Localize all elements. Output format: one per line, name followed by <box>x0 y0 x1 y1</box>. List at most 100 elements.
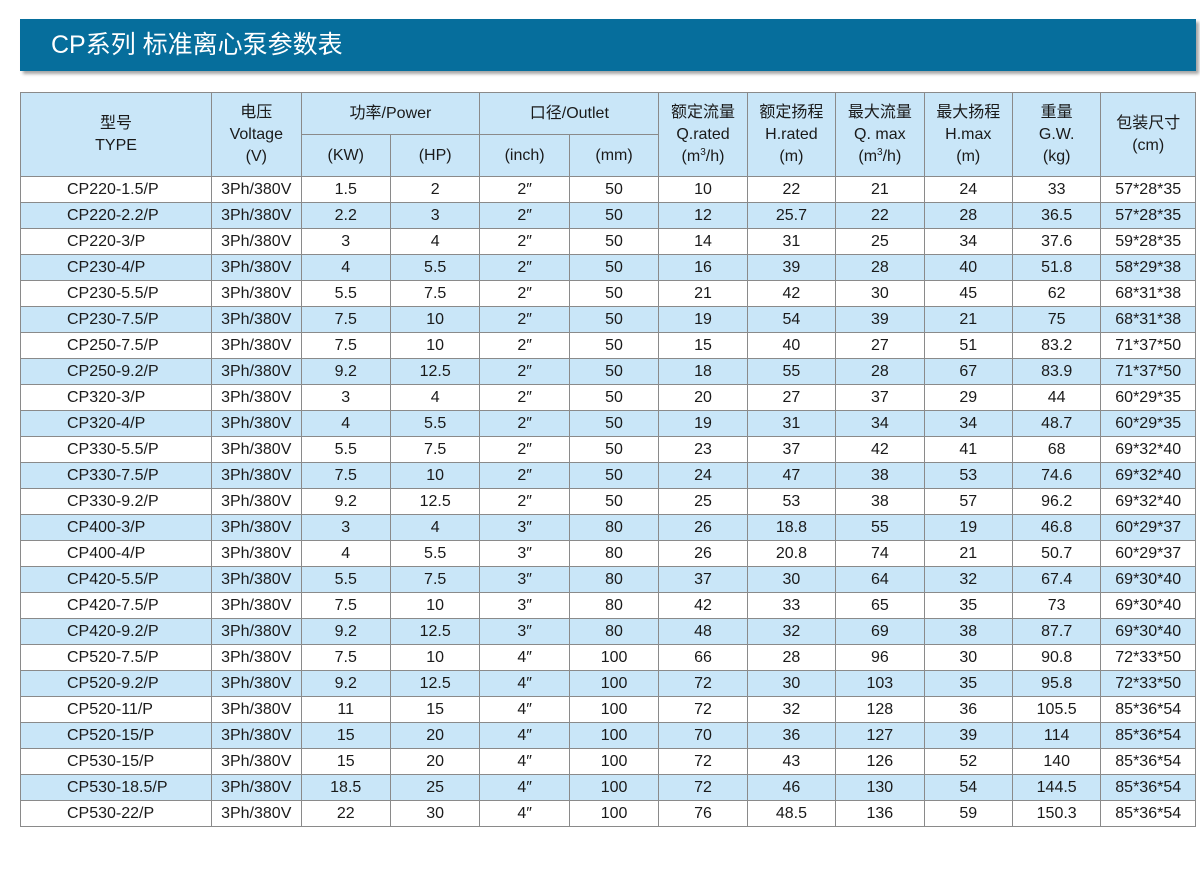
cell-q-rated: 72 <box>658 748 748 775</box>
cell-h-max: 51 <box>923 332 1013 359</box>
cell-q-max: 21 <box>835 176 925 203</box>
col-h-max-label-en: H.max <box>945 125 992 143</box>
cell-voltage: 3Ph/380V <box>211 540 302 567</box>
cell-package: 85*36*54 <box>1100 696 1196 723</box>
table-row: CP530-15/P 3Ph/380V 15 20 4″ 100 72 43 126 52 140 8… <box>19 748 1196 775</box>
col-q-max-unit: (m3/h) <box>858 146 902 165</box>
cell-voltage: 3Ph/380V <box>211 462 302 489</box>
cell-outlet-mm: 100 <box>568 670 660 697</box>
cell-outlet-inch: 4″ <box>479 748 570 775</box>
cell-type: CP420-5.5/P <box>19 566 213 593</box>
cell-power-kw: 15 <box>300 722 391 749</box>
cell-power-hp: 15 <box>389 696 481 723</box>
cell-h-rated: 31 <box>746 410 837 437</box>
cell-h-max: 52 <box>923 748 1013 775</box>
table-row: CP250-7.5/P 3Ph/380V 7.5 10 2″ 50 15 40 27 51 83.2… <box>19 332 1196 359</box>
cell-voltage: 3Ph/380V <box>211 436 302 463</box>
col-package-unit: (cm) <box>1132 136 1165 154</box>
cell-outlet-inch: 2″ <box>479 228 570 255</box>
cell-q-rated: 10 <box>658 176 748 203</box>
cell-q-rated: 26 <box>658 514 748 541</box>
cell-q-max: 22 <box>835 202 925 229</box>
cell-outlet-inch: 4″ <box>479 722 570 749</box>
table-row: CP230-5.5/P 3Ph/380V 5.5 7.5 2″ 50 21 42 30 45 62 6… <box>19 280 1196 307</box>
cell-type: CP330-7.5/P <box>19 462 213 489</box>
cell-package: 68*31*38 <box>1100 306 1196 333</box>
cell-package: 85*36*54 <box>1100 800 1196 827</box>
cell-package: 58*29*38 <box>1100 254 1196 281</box>
table-row: CP420-9.2/P 3Ph/380V 9.2 12.5 3″ 80 48 32 69 38 87… <box>19 618 1196 645</box>
cell-power-kw: 7.5 <box>300 462 391 489</box>
cell-power-kw: 9.2 <box>300 670 391 697</box>
cell-outlet-mm: 50 <box>568 358 660 385</box>
cell-package: 59*28*35 <box>1100 228 1196 255</box>
cell-outlet-mm: 50 <box>568 488 660 515</box>
cell-q-max: 38 <box>835 488 925 515</box>
col-q-rated-label-en: Q.rated <box>676 125 730 143</box>
cell-h-rated: 36 <box>746 722 837 749</box>
cell-package: 69*30*40 <box>1100 618 1196 645</box>
cell-power-kw: 9.2 <box>300 358 391 385</box>
cell-voltage: 3Ph/380V <box>211 176 302 203</box>
col-q-max-label-cn: 最大流量 <box>847 103 912 121</box>
cell-voltage: 3Ph/380V <box>211 332 302 359</box>
cell-voltage: 3Ph/380V <box>211 696 302 723</box>
cell-h-max: 34 <box>923 228 1013 255</box>
cell-q-max: 37 <box>835 384 925 411</box>
table-row: CP230-4/P 3Ph/380V 4 5.5 2″ 50 16 39 28 40 51.8 58*… <box>19 254 1196 281</box>
cell-weight: 48.7 <box>1011 410 1102 437</box>
cell-package: 85*36*54 <box>1100 748 1196 775</box>
cell-weight: 73 <box>1011 592 1102 619</box>
col-h-max-label-cn: 最大扬程 <box>936 103 1001 121</box>
cell-power-kw: 5.5 <box>300 280 391 307</box>
col-voltage-unit: (V) <box>245 147 267 165</box>
cell-h-max: 59 <box>923 800 1013 827</box>
table-row: CP520-11/P 3Ph/380V 11 15 4″ 100 72 32 128 36 105.… <box>19 696 1196 723</box>
cell-q-max: 30 <box>835 280 925 307</box>
table-row: CP520-9.2/P 3Ph/380V 9.2 12.5 4″ 100 72 30 103 35… <box>19 670 1196 697</box>
cell-type: CP530-18.5/P <box>19 774 213 801</box>
cell-h-max: 39 <box>923 722 1013 749</box>
cell-package: 85*36*54 <box>1100 722 1196 749</box>
title-bar: CP系列 标准离心泵参数表 <box>20 19 1196 71</box>
cell-q-rated: 72 <box>658 774 748 801</box>
table-row: CP420-5.5/P 3Ph/380V 5.5 7.5 3″ 80 37 30 64 32 67.… <box>19 566 1196 593</box>
table-row: CP230-7.5/P 3Ph/380V 7.5 10 2″ 50 19 54 39 21 75 68… <box>19 306 1196 333</box>
cell-weight: 95.8 <box>1011 670 1102 697</box>
cell-voltage: 3Ph/380V <box>211 592 302 619</box>
cell-q-max: 64 <box>835 566 925 593</box>
cell-weight: 36.5 <box>1011 202 1102 229</box>
cell-power-hp: 5.5 <box>389 540 481 567</box>
cell-h-rated: 53 <box>746 488 837 515</box>
cell-power-kw: 4 <box>300 410 391 437</box>
cell-outlet-mm: 100 <box>568 696 660 723</box>
cell-power-kw: 22 <box>300 800 391 827</box>
table-row: CP330-5.5/P 3Ph/380V 5.5 7.5 2″ 50 23 37 42 41 68 6… <box>19 436 1196 463</box>
cell-q-max: 69 <box>835 618 925 645</box>
cell-h-max: 28 <box>923 202 1013 229</box>
cell-type: CP520-9.2/P <box>19 670 213 697</box>
cell-outlet-mm: 50 <box>568 332 660 359</box>
cell-h-rated: 54 <box>746 306 837 333</box>
col-power-kw: (KW) <box>300 134 391 177</box>
table-row: CP220-2.2/P 3Ph/380V 2.2 3 2″ 50 12 25.7 22 28 36.… <box>19 202 1196 229</box>
cell-weight: 90.8 <box>1011 644 1102 671</box>
col-q-rated-label-cn: 额定流量 <box>670 103 735 121</box>
cell-outlet-inch: 2″ <box>479 410 570 437</box>
table-row: CP250-9.2/P 3Ph/380V 9.2 12.5 2″ 50 18 55 28 67 83… <box>19 358 1196 385</box>
pump-parameter-table: 型号 TYPE 电压 Voltage (V) 功率/Power 口径/Outle… <box>19 92 1196 827</box>
cell-h-max: 30 <box>923 644 1013 671</box>
cell-voltage: 3Ph/380V <box>211 488 302 515</box>
cell-q-rated: 76 <box>658 800 748 827</box>
cell-voltage: 3Ph/380V <box>211 254 302 281</box>
page-title: CP系列 标准离心泵参数表 <box>51 31 343 59</box>
cell-h-rated: 25.7 <box>746 202 837 229</box>
cell-weight: 105.5 <box>1011 696 1102 723</box>
col-q-max-label-en: Q. max <box>854 125 906 143</box>
cell-h-max: 54 <box>923 774 1013 801</box>
cell-outlet-mm: 50 <box>568 176 660 203</box>
cell-outlet-mm: 50 <box>568 436 660 463</box>
cell-q-rated: 66 <box>658 644 748 671</box>
cell-q-max: 34 <box>835 410 925 437</box>
cell-power-hp: 12.5 <box>389 358 481 385</box>
